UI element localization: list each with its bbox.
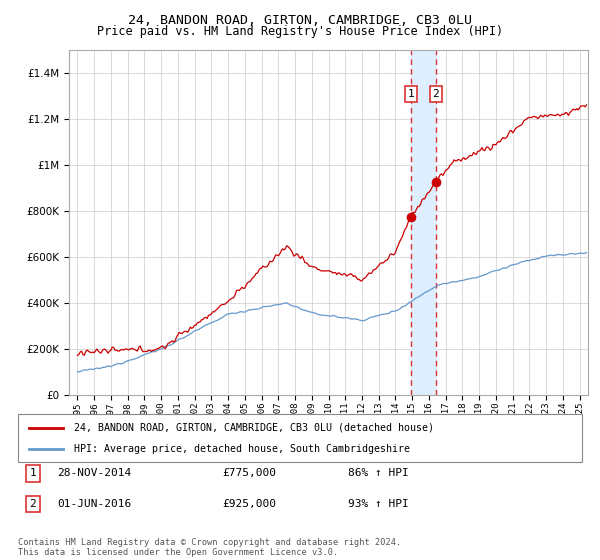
Text: 28-NOV-2014: 28-NOV-2014 xyxy=(57,468,131,478)
Text: 24, BANDON ROAD, GIRTON, CAMBRIDGE, CB3 0LU: 24, BANDON ROAD, GIRTON, CAMBRIDGE, CB3 … xyxy=(128,14,472,27)
FancyBboxPatch shape xyxy=(18,414,582,462)
Text: 2: 2 xyxy=(433,89,439,99)
Text: 86% ↑ HPI: 86% ↑ HPI xyxy=(348,468,409,478)
Text: 1: 1 xyxy=(407,89,414,99)
Text: 24, BANDON ROAD, GIRTON, CAMBRIDGE, CB3 0LU (detached house): 24, BANDON ROAD, GIRTON, CAMBRIDGE, CB3 … xyxy=(74,423,434,433)
Text: £925,000: £925,000 xyxy=(222,499,276,509)
Text: 93% ↑ HPI: 93% ↑ HPI xyxy=(348,499,409,509)
Text: 1: 1 xyxy=(29,468,37,478)
Bar xyxy=(411,50,436,395)
Text: Price paid vs. HM Land Registry's House Price Index (HPI): Price paid vs. HM Land Registry's House … xyxy=(97,25,503,38)
Text: HPI: Average price, detached house, South Cambridgeshire: HPI: Average price, detached house, Sout… xyxy=(74,444,410,454)
Text: 2: 2 xyxy=(29,499,37,509)
Text: 01-JUN-2016: 01-JUN-2016 xyxy=(57,499,131,509)
Text: Contains HM Land Registry data © Crown copyright and database right 2024.
This d: Contains HM Land Registry data © Crown c… xyxy=(18,538,401,557)
Text: £775,000: £775,000 xyxy=(222,468,276,478)
